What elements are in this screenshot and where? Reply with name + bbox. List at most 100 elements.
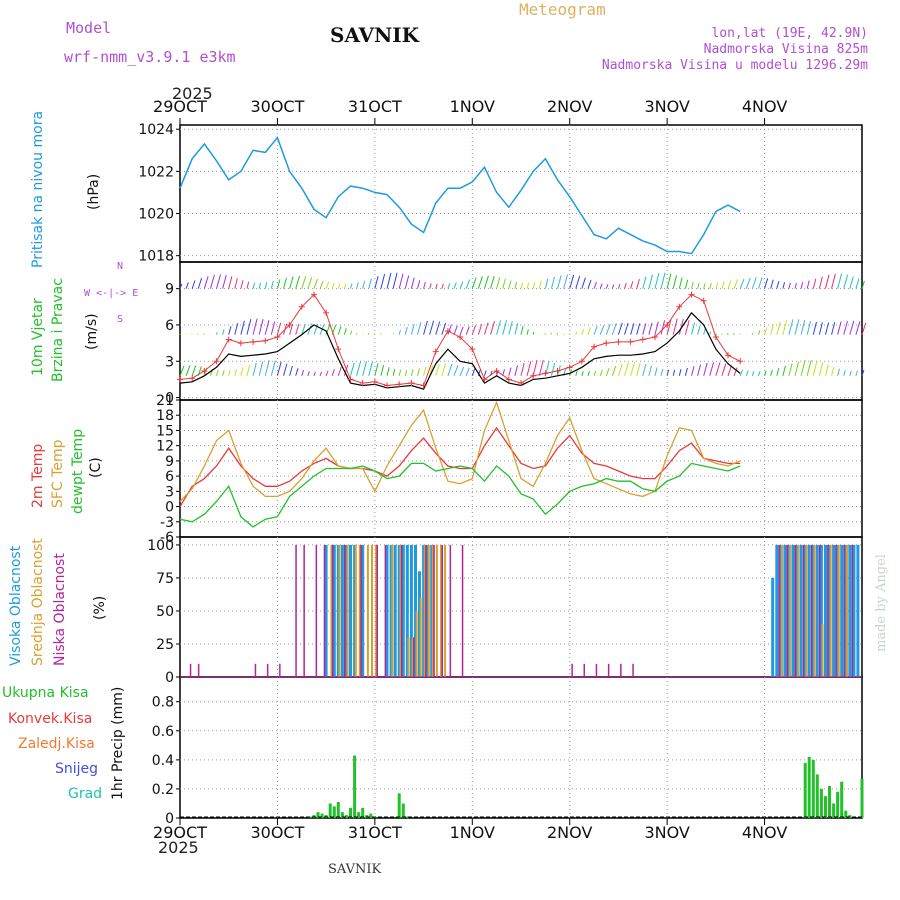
lonlat-label: lon,lat (19E, 42.9N)	[711, 26, 868, 41]
wind-vector	[465, 326, 470, 335]
wind-vector	[337, 366, 342, 376]
meteogram-title: Meteogram	[519, 0, 606, 19]
wind-vector	[684, 320, 690, 335]
wind-vector	[721, 363, 727, 376]
wind-vector	[374, 275, 379, 289]
wind-vector	[770, 324, 775, 335]
wind-gust-marker	[189, 375, 196, 382]
wind-vector	[581, 371, 584, 376]
low-cloud-bar	[595, 663, 598, 677]
mid-cloud-bar	[354, 544, 357, 677]
wind-vector	[453, 325, 458, 335]
wind-vector	[575, 370, 578, 376]
wind-vector	[660, 320, 666, 335]
high-cloud-bar	[336, 544, 340, 677]
wind-vector	[709, 362, 715, 376]
wind-vector	[453, 282, 457, 289]
wind-vector	[276, 322, 282, 335]
wind-gust-marker	[518, 380, 524, 387]
wind-vector	[550, 362, 556, 376]
wind-vector	[459, 326, 464, 335]
wind-gust-marker	[530, 372, 537, 379]
wind-vector	[709, 283, 712, 289]
mid-cloud-bar	[444, 544, 447, 677]
wind-vector	[666, 319, 672, 335]
precip-bar	[836, 791, 840, 818]
wind-vector	[770, 279, 774, 289]
low-cloud-bar	[360, 544, 362, 677]
wind-vector	[398, 273, 404, 289]
wind-vector	[678, 318, 684, 335]
low-cloud-bar	[843, 544, 845, 677]
precip-bar	[840, 781, 844, 818]
wind-vector	[703, 283, 706, 289]
wind-gust-marker	[371, 378, 378, 385]
panel-frame-3	[179, 399, 863, 538]
x-tick-label-bottom: 2NOV	[547, 823, 592, 842]
wind-vector	[782, 282, 786, 289]
wind-vector	[703, 362, 708, 376]
wind-vector	[550, 276, 555, 289]
wind-vector	[800, 359, 806, 376]
wind-vector	[831, 321, 836, 335]
mid-cloud-bar	[411, 637, 414, 677]
wind-vector	[331, 368, 335, 376]
low-cloud-bar	[323, 544, 326, 677]
wind-vector	[240, 367, 244, 376]
wind-vector	[423, 366, 427, 376]
wind-gust-marker	[432, 348, 439, 355]
wind-vector	[691, 366, 695, 376]
wind-gust-marker	[664, 321, 671, 328]
wind-vector	[581, 329, 585, 335]
wind-vector	[648, 274, 653, 289]
wind-vector	[776, 280, 780, 289]
wind-vector	[246, 318, 252, 335]
wind-vector	[441, 283, 444, 289]
x-tick-label-bottom: 1NOV	[450, 823, 495, 842]
wind-vector	[630, 323, 635, 335]
wind-vector	[514, 365, 519, 376]
wind-vector	[782, 365, 786, 376]
wind-vector	[575, 275, 581, 289]
wind-vector	[715, 282, 719, 289]
model-altitude-label: Nadmorska Visina u modelu 1296.29m	[601, 58, 868, 73]
mid-cloud-bar	[435, 544, 438, 677]
precip-bar	[824, 796, 827, 818]
wind-vector	[337, 326, 342, 335]
wind-vector	[374, 363, 379, 376]
wind-vector	[490, 275, 495, 289]
wind-vector	[471, 368, 476, 376]
wind-gust-marker	[615, 338, 622, 345]
wind-vector	[605, 323, 611, 335]
wind-vector	[843, 320, 848, 335]
wind-vector	[624, 322, 629, 335]
y-tick-label: 9	[165, 282, 174, 298]
y-tick-label: 100	[147, 538, 174, 554]
wind-vector	[289, 276, 294, 289]
mid-cloud-bar	[358, 544, 361, 677]
wind-vector	[703, 328, 706, 335]
wind-gust-marker	[408, 380, 415, 387]
wind-vector	[794, 282, 797, 289]
x-tick-label-bottom: 3NOV	[644, 823, 689, 842]
wind-vector	[343, 328, 347, 335]
mid-cloud-bar	[399, 544, 402, 677]
y-tick-label: 18	[156, 408, 174, 424]
high-cloud-bar	[401, 544, 405, 677]
wind-vector	[368, 278, 372, 289]
mid-cloud-bar	[813, 544, 816, 677]
wind-vector	[301, 276, 307, 289]
wind-vector	[270, 360, 276, 376]
model-name: wrf-nmm_v3.9.1 e3km	[64, 48, 236, 66]
wind-gust-marker	[578, 358, 585, 365]
mid-cloud-bar	[423, 544, 426, 677]
wind-vector	[812, 360, 818, 376]
precip-bar	[807, 756, 811, 818]
wind-gust-marker	[396, 381, 403, 388]
wind-vector	[471, 325, 476, 335]
wind-dir-legend-s: S	[117, 314, 124, 325]
x-tick-label-top: 3NOV	[644, 97, 689, 116]
low-cloud-bar	[827, 544, 829, 677]
wind-vector	[776, 321, 781, 335]
wind-gust-marker	[737, 358, 744, 365]
